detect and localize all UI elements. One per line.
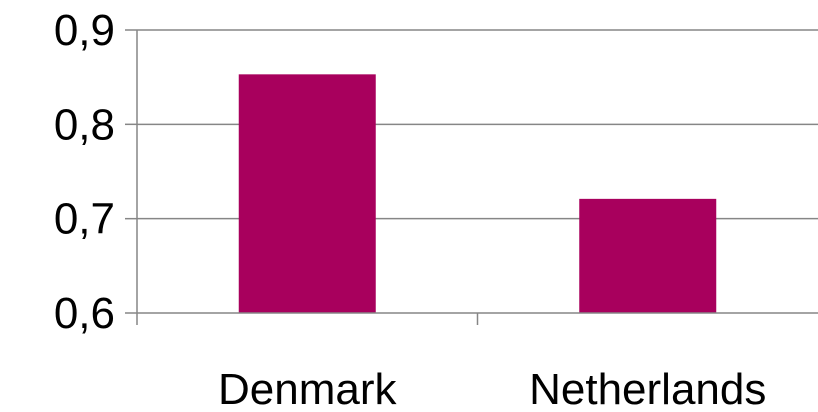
bar-netherlands <box>579 198 717 313</box>
y-tick-label: 0,8 <box>54 100 115 149</box>
bar-denmark <box>238 74 376 313</box>
y-tick-label: 0,9 <box>54 6 115 55</box>
x-category-label: Netherlands <box>529 365 766 412</box>
y-tick-label: 0,6 <box>54 289 115 338</box>
y-tick-labels: 0,6 0,7 0,8 0,9 <box>54 6 115 338</box>
x-category-label: Denmark <box>218 365 397 412</box>
x-category-labels: Denmark Netherlands <box>218 365 766 412</box>
y-tick-label: 0,7 <box>54 195 115 244</box>
axes <box>125 29 818 325</box>
bars <box>238 74 717 313</box>
